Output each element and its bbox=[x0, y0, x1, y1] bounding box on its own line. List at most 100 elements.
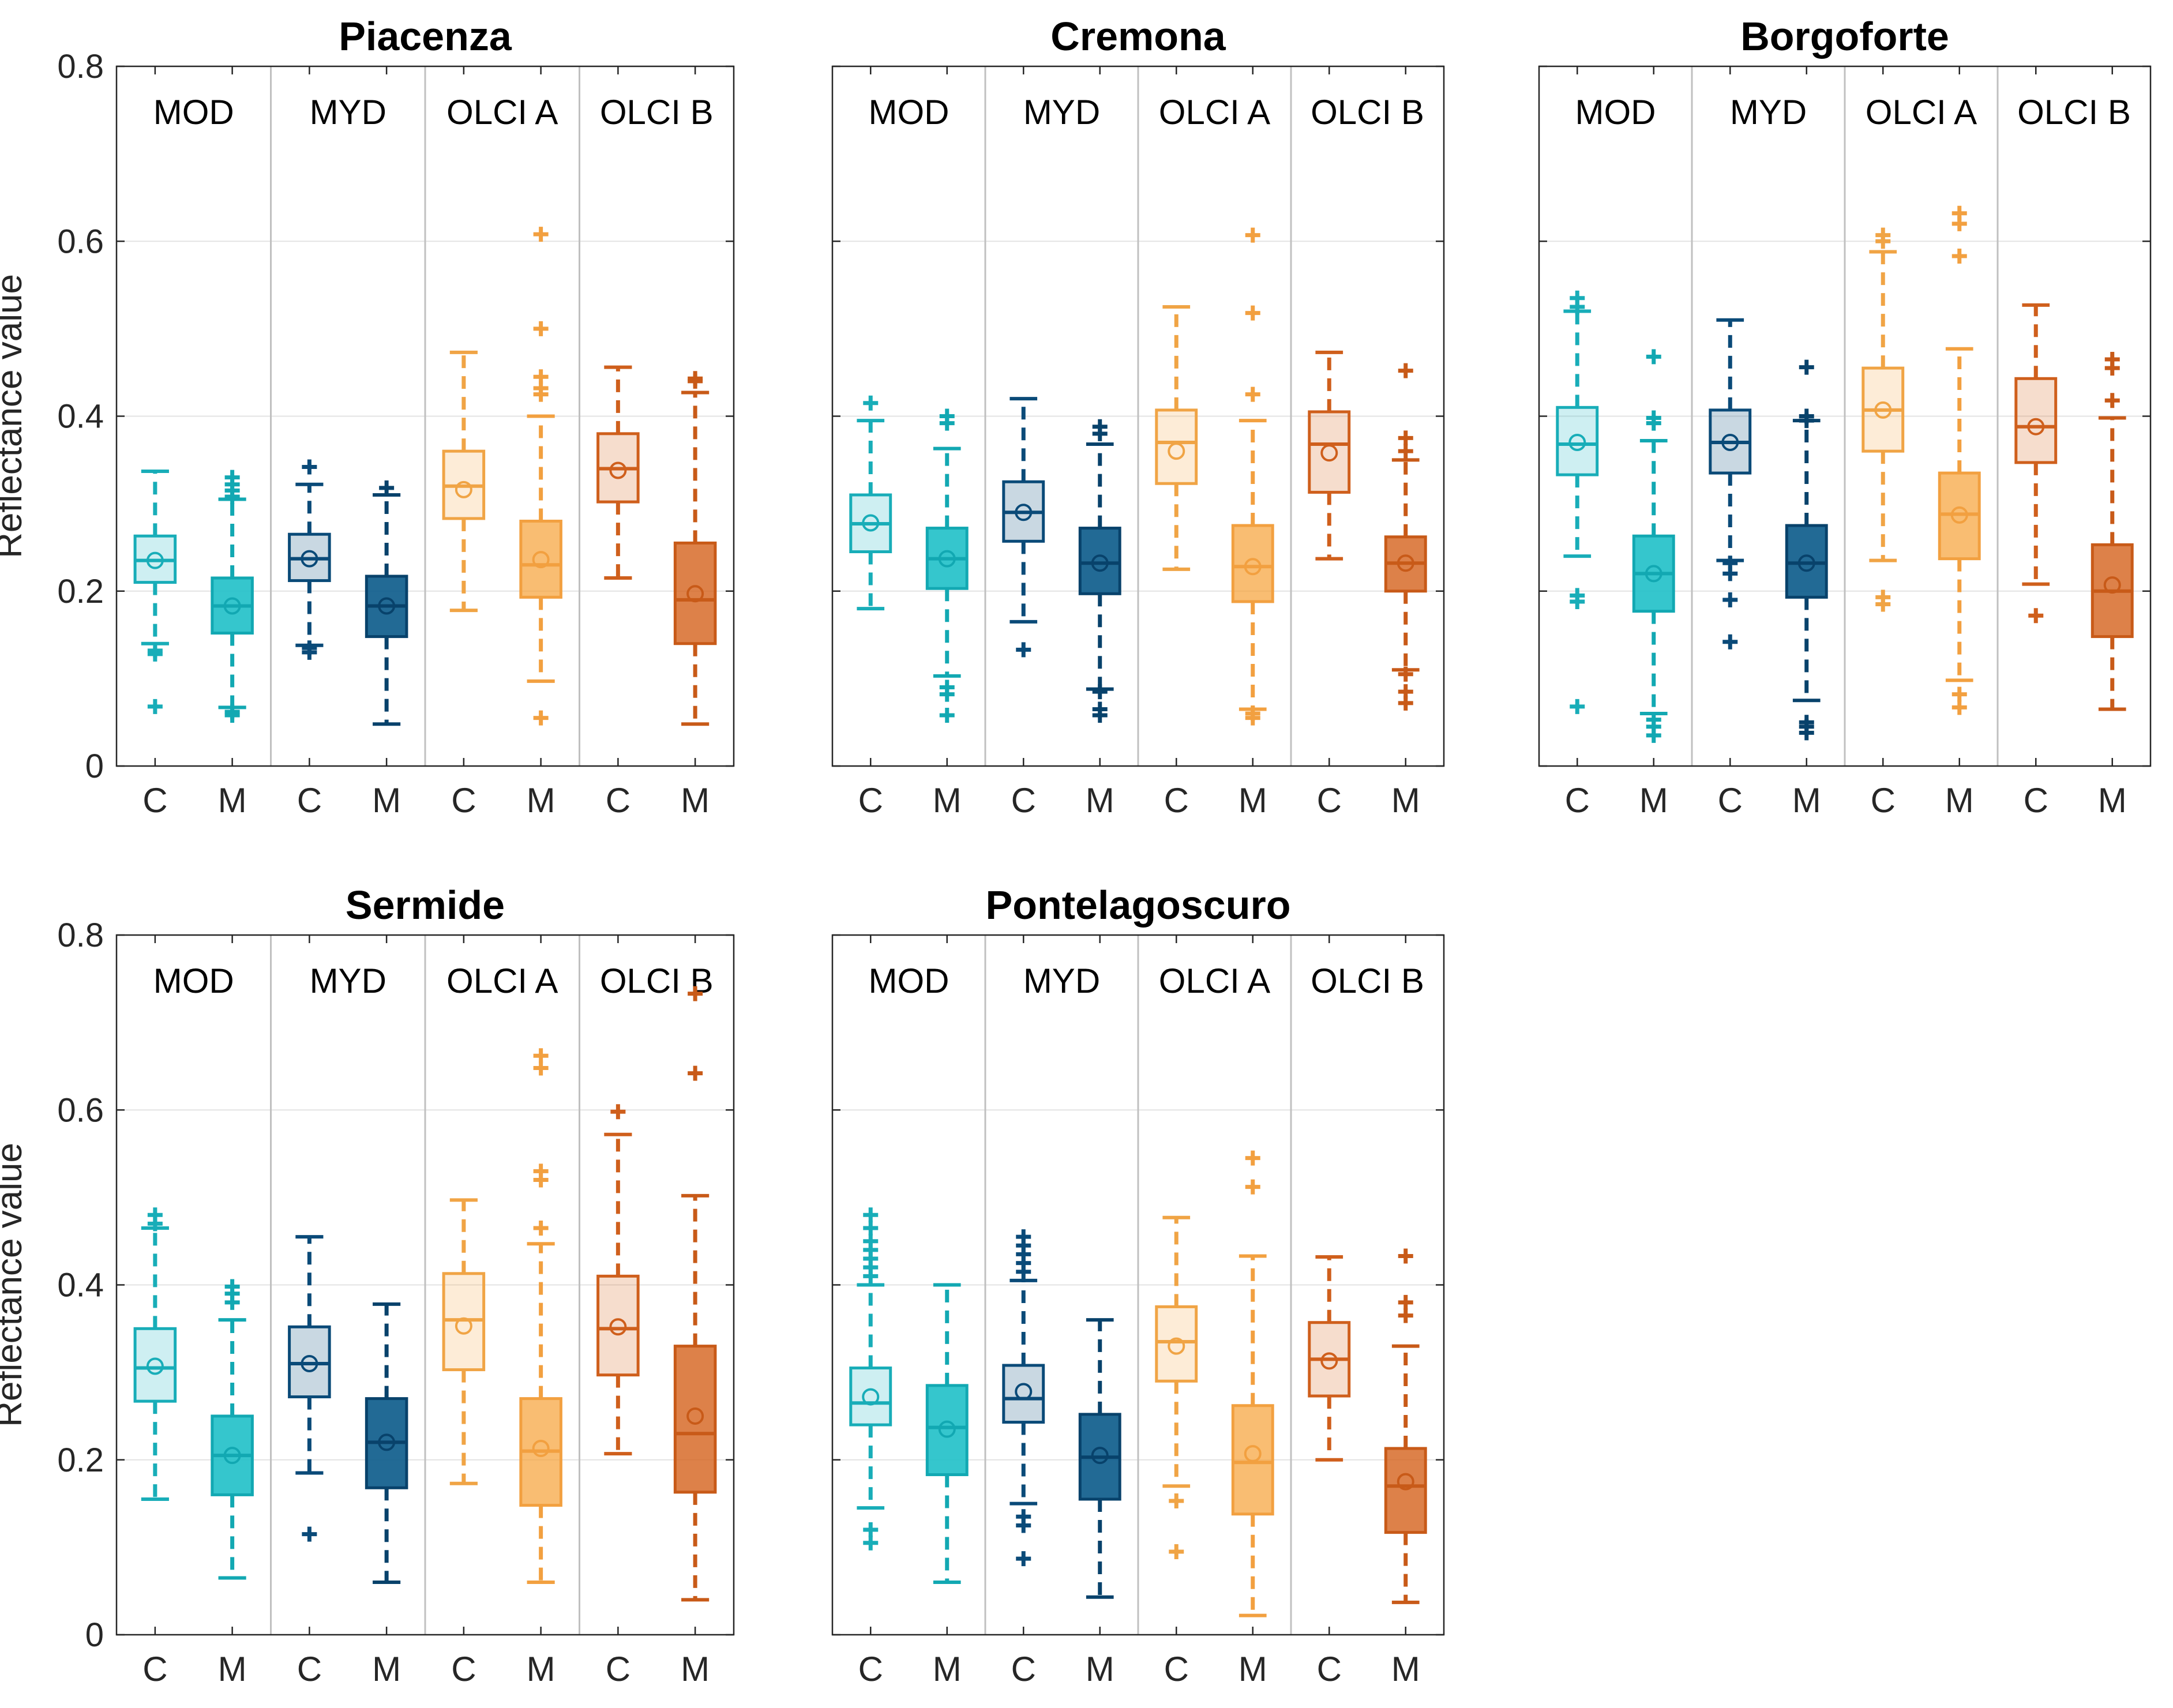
outlier-marker bbox=[533, 1220, 549, 1236]
group-label: OLCI A bbox=[1159, 962, 1270, 1000]
outlier-marker bbox=[1875, 234, 1891, 249]
panel-pontelagoscuro: Pontelagoscuro MOD MYD OLCI A OLCI B C M C M C M C M bbox=[831, 883, 1445, 1688]
box-olcia-m bbox=[519, 227, 562, 726]
outlier-marker bbox=[1398, 666, 1413, 682]
outlier-marker bbox=[224, 489, 240, 504]
outlier-marker bbox=[688, 373, 703, 389]
outlier-marker bbox=[1646, 349, 1661, 365]
box-olcib-m bbox=[1384, 1248, 1427, 1604]
mean-marker bbox=[455, 481, 472, 498]
panel-title: Cremona bbox=[1050, 14, 1226, 59]
box-myd-m bbox=[1078, 419, 1121, 723]
mean-marker bbox=[686, 585, 704, 603]
group-label: MOD bbox=[1575, 93, 1656, 132]
iqr-box bbox=[1155, 408, 1198, 485]
box-mod-c bbox=[133, 470, 177, 714]
outlier-marker bbox=[1016, 1551, 1031, 1567]
outlier-marker bbox=[1570, 594, 1585, 609]
outlier-marker bbox=[1245, 1150, 1260, 1166]
box-myd-m bbox=[365, 480, 408, 726]
y-tick-label: 0.2 bbox=[57, 573, 104, 610]
mean-marker bbox=[1645, 565, 1662, 583]
outlier-marker bbox=[1092, 684, 1108, 700]
box-mod-m bbox=[1632, 349, 1675, 743]
box-olcia-m bbox=[1938, 205, 1981, 715]
x-tick-label: C bbox=[2024, 781, 2048, 820]
box-mod-c bbox=[133, 1207, 177, 1501]
y-tick-label: 0.8 bbox=[57, 917, 104, 954]
x-tick-label: C bbox=[297, 781, 322, 820]
outlier-marker bbox=[147, 699, 163, 714]
group-label: MYD bbox=[310, 962, 386, 1000]
mean-marker bbox=[532, 551, 550, 569]
outlier-marker bbox=[1169, 1493, 1184, 1509]
outlier-marker bbox=[1722, 592, 1738, 607]
mean-marker bbox=[1168, 442, 1185, 460]
group-label: OLCI B bbox=[1311, 93, 1424, 132]
panel-title: Borgoforte bbox=[1740, 14, 1949, 59]
box-olcib-c bbox=[596, 365, 640, 580]
outlier-marker bbox=[1799, 359, 1814, 375]
outlier-marker bbox=[147, 1216, 163, 1232]
box-olcia-m bbox=[1231, 227, 1274, 726]
mean-marker bbox=[1015, 1383, 1033, 1401]
box-olcib-m bbox=[673, 371, 717, 726]
box-mod-m bbox=[211, 1279, 254, 1580]
outlier-marker bbox=[1570, 299, 1585, 314]
x-tick-label: C bbox=[451, 781, 476, 820]
x-tick-label: M bbox=[933, 781, 962, 820]
box-olcia-c bbox=[442, 350, 486, 613]
outlier-marker bbox=[533, 227, 549, 242]
iqr-box bbox=[519, 519, 562, 599]
iqr-box bbox=[596, 1274, 640, 1377]
outlier-marker bbox=[688, 986, 703, 1001]
iqr-box bbox=[1556, 406, 1599, 476]
outlier-marker bbox=[1398, 1308, 1413, 1323]
box-olcib-c bbox=[2014, 303, 2058, 624]
box-olcia-c bbox=[442, 1198, 486, 1485]
mean-marker bbox=[938, 550, 956, 568]
group-label: OLCI B bbox=[1311, 962, 1424, 1000]
mean-marker bbox=[378, 597, 396, 615]
y-tick-label: 0 bbox=[85, 748, 104, 785]
mean-marker bbox=[1874, 401, 1892, 419]
x-tick-label: C bbox=[1565, 781, 1590, 820]
mean-marker bbox=[1397, 1473, 1414, 1491]
mean-marker bbox=[301, 550, 318, 568]
x-tick-label: M bbox=[1639, 781, 1668, 820]
y-tick-label: 0.8 bbox=[57, 48, 104, 85]
mean-marker bbox=[1320, 1352, 1338, 1370]
outlier-marker bbox=[224, 1294, 240, 1310]
iqr-box bbox=[442, 1272, 486, 1372]
x-tick-label: C bbox=[297, 1650, 322, 1688]
x-tick-label: M bbox=[1391, 781, 1420, 820]
mean-marker bbox=[1244, 558, 1262, 576]
mean-marker bbox=[1568, 433, 1586, 451]
outlier-marker bbox=[1398, 363, 1413, 378]
x-tick-label: M bbox=[1086, 1650, 1114, 1688]
group-label: MOD bbox=[869, 93, 949, 132]
box-olcia-m bbox=[1231, 1150, 1274, 1617]
x-tick-label: M bbox=[218, 1650, 247, 1688]
iqr-box bbox=[1078, 527, 1121, 595]
group-label: MYD bbox=[310, 93, 386, 132]
iqr-box bbox=[288, 1325, 331, 1399]
panel-borgoforte: Borgoforte MOD MYD OLCI A OLCI B C M C M C M C M bbox=[1538, 14, 2152, 820]
outlier-marker bbox=[863, 1522, 879, 1538]
group-label: MYD bbox=[1730, 93, 1807, 132]
x-tick-label: M bbox=[681, 781, 710, 820]
x-tick-label: M bbox=[2098, 781, 2127, 820]
x-tick-label: C bbox=[858, 781, 883, 820]
panel-cremona: Cremona MOD MYD OLCI A OLCI B C M C M C M C M bbox=[831, 14, 1445, 820]
outlier-marker bbox=[863, 1535, 879, 1551]
x-tick-label: C bbox=[1164, 781, 1189, 820]
outlier-marker bbox=[1245, 1179, 1260, 1195]
box-myd-m bbox=[1078, 1318, 1121, 1599]
outlier-marker bbox=[1245, 305, 1260, 321]
outlier-marker bbox=[1398, 444, 1413, 459]
y-tick-label: 0.4 bbox=[57, 1267, 104, 1304]
outlier-marker bbox=[533, 386, 549, 402]
outlier-marker bbox=[1951, 686, 1967, 702]
box-mod-c bbox=[849, 395, 892, 611]
box-olcib-c bbox=[1308, 1255, 1351, 1462]
